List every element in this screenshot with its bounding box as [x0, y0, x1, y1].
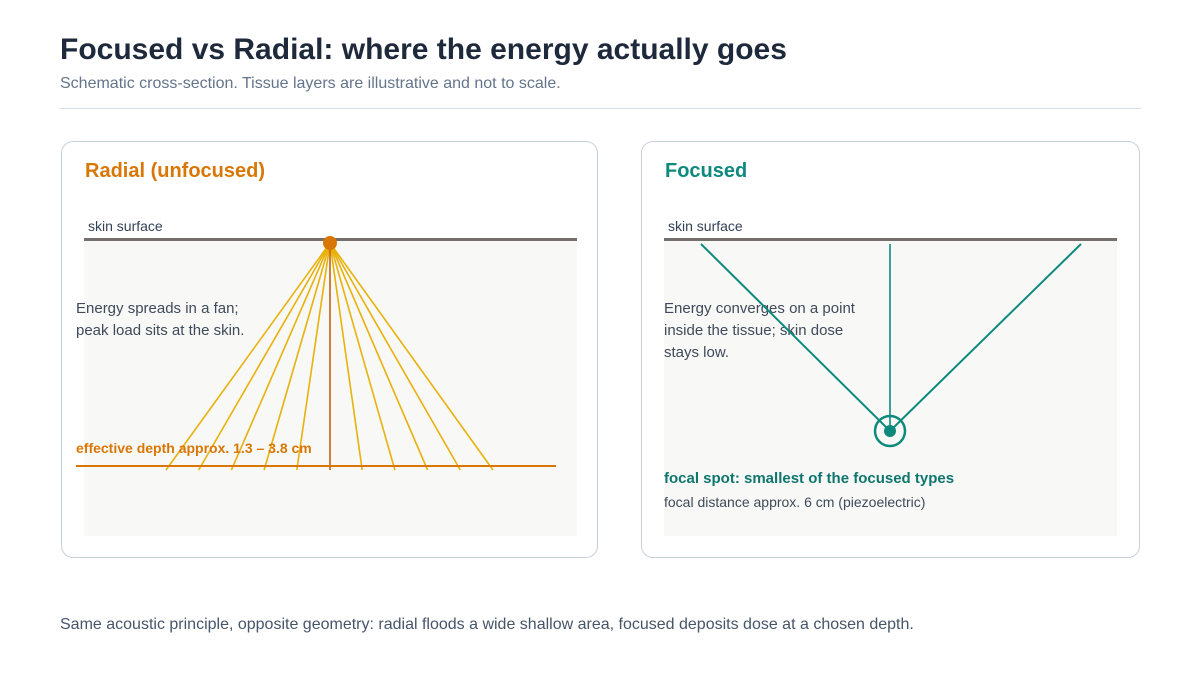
- focused-note: Energy converges on a point inside the t…: [664, 298, 855, 364]
- focal-spot-label: focal spot: smallest of the focused type…: [664, 470, 955, 487]
- page-title: Focused vs Radial: where the energy actu…: [60, 33, 787, 66]
- footer-caption: Same acoustic principle, opposite geomet…: [60, 616, 914, 633]
- radial-note-line-2: peak load sits at the skin.: [76, 322, 245, 339]
- radial-note: Energy spreads in a fan; peak load sits …: [76, 298, 244, 342]
- radial-tissue-area: [84, 240, 577, 536]
- focused-panel-heading: Focused: [665, 160, 748, 182]
- header-divider: [60, 108, 1141, 109]
- radial-skin-label: skin surface: [88, 218, 163, 234]
- focused-note-line-3: stays low.: [664, 344, 730, 361]
- radial-skin-line: [84, 238, 577, 241]
- page-subtitle: Schematic cross-section. Tissue layers a…: [60, 75, 561, 92]
- radial-depth-label: effective depth approx. 1.3 – 3.8 cm: [76, 440, 312, 456]
- radial-note-line-1: Energy spreads in a fan;: [76, 300, 239, 317]
- focused-skin-label: skin surface: [668, 218, 743, 234]
- focused-skin-line: [664, 238, 1117, 241]
- focused-note-line-1: Energy converges on a point: [664, 300, 855, 317]
- focal-distance-label: focal distance approx. 6 cm (piezoelectr…: [664, 494, 926, 510]
- radial-panel-heading: Radial (unfocused): [85, 160, 266, 182]
- focused-note-line-2: inside the tissue; skin dose: [664, 322, 844, 339]
- focused-tissue-area: [664, 240, 1117, 536]
